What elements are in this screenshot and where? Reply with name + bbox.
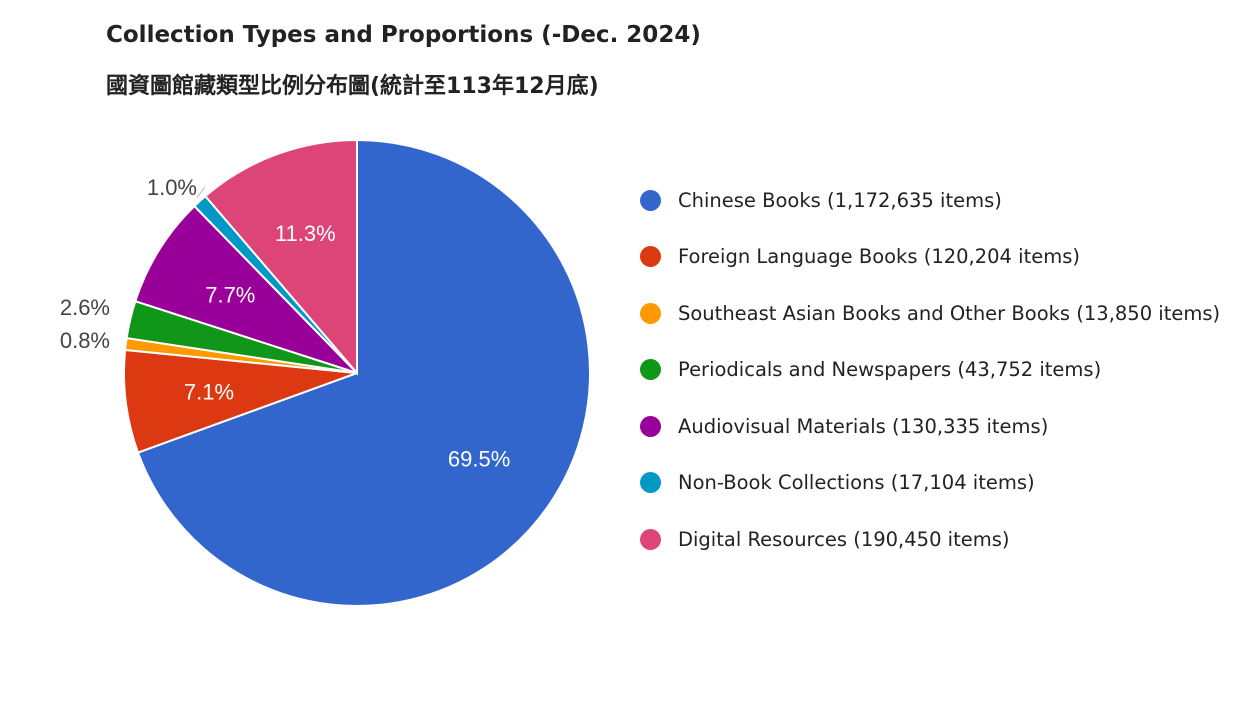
legend-swatch-foreign-language-books xyxy=(640,246,661,268)
legend-item-audiovisual-materials: Audiovisual Materials (130,335 items) xyxy=(640,398,1220,455)
slice-label-chinese-books: 69.5% xyxy=(448,447,510,472)
slice-label-audiovisual-materials: 7.7% xyxy=(205,282,255,307)
pie-slice-digital-resources xyxy=(203,138,358,376)
legend-swatch-southeast-asian-books-and-other-books xyxy=(640,302,661,324)
legend-label-digital-resources: Digital Resources (190,450 items) xyxy=(678,527,1010,551)
legend-label-periodicals-and-newspapers: Periodicals and Newspapers (43,752 items… xyxy=(678,358,1102,382)
slice-label-digital-resources: 11.3% xyxy=(275,221,336,246)
legend-label-non-book-collections: Non-Book Collections (17,104 items) xyxy=(678,471,1035,495)
slice-label-foreign-language-books: 7.1% xyxy=(184,380,234,405)
legend-swatch-chinese-books xyxy=(640,189,661,211)
slice-label-non-book-collections: 1.0% xyxy=(147,175,197,200)
legend-swatch-periodicals-and-newspapers xyxy=(640,359,661,381)
pie-chart: 69.5% 7.1% 0.8% 2.6% 7.7% 1.0% 11.3% xyxy=(60,138,591,607)
legend-item-non-book-collections: Non-Book Collections (17,104 items) xyxy=(640,455,1220,512)
legend-label-southeast-asian-books-and-other-books: Southeast Asian Books and Other Books (1… xyxy=(678,301,1221,325)
legend-item-southeast-asian-books-and-other-books: Southeast Asian Books and Other Books (1… xyxy=(640,285,1220,342)
slice-label-southeast-asian-books-and-other-books: 0.8% xyxy=(60,328,110,353)
leader-line-non-book-collections xyxy=(196,186,206,199)
legend-label-foreign-language-books: Foreign Language Books (120,204 items) xyxy=(678,245,1080,269)
slice-label-periodicals-and-newspapers: 2.6% xyxy=(60,295,110,320)
legend-item-chinese-books: Chinese Books (1,172,635 items) xyxy=(640,172,1220,229)
pie-slice-audiovisual-materials xyxy=(134,204,358,374)
pie-slice-chinese-books xyxy=(136,138,591,607)
legend-item-foreign-language-books: Foreign Language Books (120,204 items) xyxy=(640,229,1220,286)
legend-item-digital-resources: Digital Resources (190,450 items) xyxy=(640,511,1220,568)
chart-legend: Chinese Books (1,172,635 items) Foreign L… xyxy=(640,172,1220,568)
chart-title: Collection Types and Proportions (-Dec. … xyxy=(106,22,701,48)
pie-slice-foreign-language-books xyxy=(123,348,358,454)
legend-label-chinese-books: Chinese Books (1,172,635 items) xyxy=(678,188,1002,212)
legend-swatch-non-book-collections xyxy=(640,472,661,494)
chart-subtitle: 國資圖館藏類型比例分布圖(統計至113年12月底) xyxy=(106,74,599,99)
legend-item-periodicals-and-newspapers: Periodicals and Newspapers (43,752 items… xyxy=(640,342,1220,399)
legend-swatch-digital-resources xyxy=(640,528,661,550)
legend-label-audiovisual-materials: Audiovisual Materials (130,335 items) xyxy=(678,414,1049,438)
legend-swatch-audiovisual-materials xyxy=(640,415,661,437)
